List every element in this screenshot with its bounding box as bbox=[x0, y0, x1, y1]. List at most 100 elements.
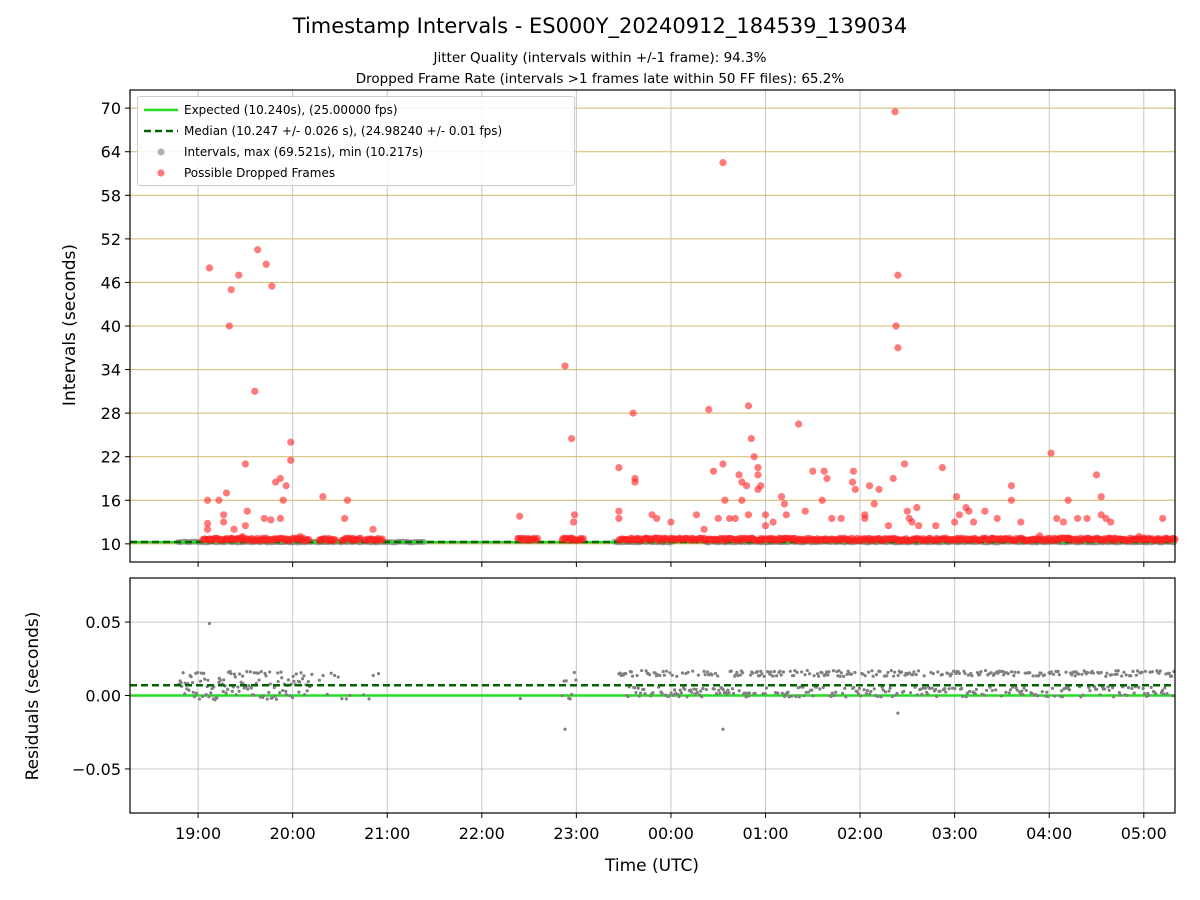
residual-point bbox=[691, 669, 695, 673]
residual-point bbox=[206, 678, 210, 682]
residual-point bbox=[820, 671, 824, 675]
residual-point bbox=[794, 694, 798, 699]
dropped-frame-point bbox=[725, 514, 734, 523]
intervals-y-tick-label: 52 bbox=[101, 230, 121, 249]
dropped-frame-point bbox=[870, 500, 878, 508]
residual-point bbox=[236, 685, 240, 689]
dropped-frame-point bbox=[615, 507, 623, 515]
residual-point bbox=[1050, 686, 1055, 690]
residual-point bbox=[203, 677, 207, 681]
residual-point bbox=[1131, 669, 1135, 673]
residual-point bbox=[741, 671, 745, 675]
residual-point bbox=[1105, 671, 1109, 675]
residual-point bbox=[896, 673, 900, 678]
residual-point bbox=[1120, 674, 1124, 678]
residual-point bbox=[802, 694, 806, 698]
residual-point bbox=[1095, 687, 1099, 691]
dropped-frame-point bbox=[220, 511, 228, 519]
dropped-frame-point bbox=[848, 478, 857, 486]
residual-point bbox=[281, 688, 285, 693]
residual-point bbox=[735, 670, 739, 674]
residual-point bbox=[967, 689, 972, 694]
dropped-frame-point bbox=[267, 516, 275, 524]
legend-label-intervals: Intervals, max (69.521s), min (10.217s) bbox=[184, 145, 424, 159]
residual-point bbox=[769, 670, 773, 674]
residual-point bbox=[753, 691, 757, 695]
residual-point bbox=[653, 671, 657, 675]
residual-point bbox=[647, 673, 652, 677]
residual-point bbox=[1142, 691, 1146, 696]
residual-point bbox=[568, 697, 572, 701]
residual-point bbox=[181, 671, 185, 675]
residual-point bbox=[183, 681, 187, 685]
dropped-frame-point bbox=[238, 532, 247, 541]
residual-point bbox=[660, 691, 664, 695]
residual-point bbox=[781, 670, 786, 674]
residual-point bbox=[921, 686, 925, 690]
dropped-frame-point bbox=[692, 511, 701, 519]
dropped-frame-point bbox=[894, 344, 902, 352]
residual-point bbox=[247, 684, 251, 688]
residual-point bbox=[771, 674, 775, 678]
residual-point bbox=[887, 689, 891, 693]
dropped-frame-point bbox=[1036, 532, 1044, 540]
residual-point bbox=[1149, 685, 1153, 689]
residual-point bbox=[1150, 670, 1154, 674]
residual-point bbox=[1129, 674, 1133, 678]
residual-point bbox=[1130, 686, 1134, 691]
residual-point bbox=[810, 688, 814, 692]
residual-point bbox=[880, 685, 884, 689]
residual-point bbox=[896, 711, 900, 715]
dropped-frame-point bbox=[861, 514, 869, 523]
intervals-y-tick-label: 34 bbox=[101, 361, 121, 380]
residual-point bbox=[278, 691, 282, 695]
residual-point bbox=[629, 670, 634, 674]
residual-point bbox=[1116, 669, 1120, 673]
residual-point bbox=[1049, 670, 1053, 674]
residual-point bbox=[718, 691, 722, 695]
dropped-frame-point bbox=[667, 518, 675, 526]
residual-point bbox=[1147, 693, 1151, 698]
residual-point bbox=[560, 694, 564, 698]
dropped-frame-point bbox=[719, 159, 727, 167]
residual-point bbox=[886, 670, 890, 675]
time-x-axis-label: Time (UTC) bbox=[604, 856, 699, 876]
residual-point bbox=[994, 688, 998, 692]
residual-point bbox=[748, 673, 753, 677]
residual-point bbox=[333, 673, 337, 678]
residual-point bbox=[890, 695, 895, 699]
residual-point bbox=[336, 675, 340, 679]
residual-point bbox=[284, 693, 288, 697]
residual-point bbox=[738, 673, 742, 677]
dropped-frame-point bbox=[892, 322, 900, 330]
time-x-tick-label: 20:00 bbox=[270, 824, 316, 843]
residual-point bbox=[1063, 686, 1067, 690]
dropped-frame-point bbox=[769, 518, 777, 526]
residual-point bbox=[1115, 672, 1119, 676]
residual-point bbox=[1004, 690, 1008, 694]
dropped-frame-point bbox=[287, 456, 295, 464]
residual-point bbox=[776, 691, 780, 695]
residual-point bbox=[1046, 695, 1050, 699]
dropped-frame-point bbox=[262, 260, 270, 268]
residual-point bbox=[1002, 673, 1006, 677]
residual-point bbox=[856, 692, 860, 696]
residual-point bbox=[1140, 670, 1144, 674]
dropped-frame-point bbox=[341, 514, 349, 523]
dropped-frame-point bbox=[849, 467, 858, 475]
residual-point bbox=[789, 694, 794, 698]
residual-point bbox=[821, 685, 825, 690]
residual-point bbox=[298, 680, 302, 684]
dropped-frame-point bbox=[203, 496, 212, 504]
residual-point bbox=[725, 692, 729, 696]
dropped-frame-point bbox=[203, 519, 212, 528]
residual-point bbox=[1061, 695, 1065, 699]
residual-point bbox=[362, 693, 366, 697]
residual-point bbox=[843, 686, 847, 690]
dropped-frame-point bbox=[296, 532, 304, 541]
residual-point bbox=[1079, 695, 1083, 699]
dropped-frame-point bbox=[719, 460, 727, 468]
dropped-frame-point bbox=[331, 536, 339, 544]
residual-point bbox=[664, 669, 669, 673]
